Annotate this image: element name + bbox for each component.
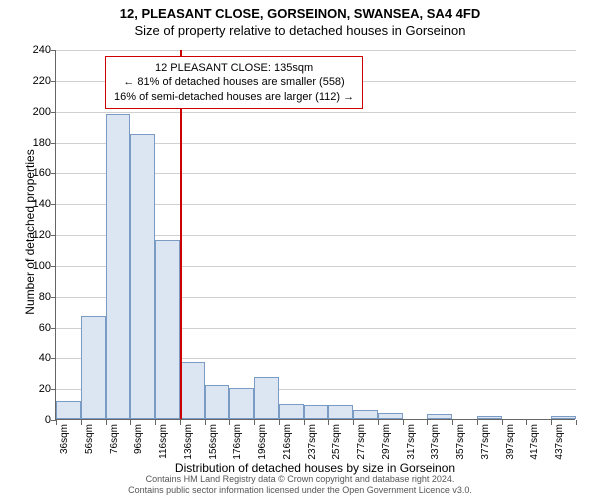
histogram-bar	[106, 114, 131, 419]
y-tick-mark	[51, 50, 56, 51]
y-tick-mark	[51, 81, 56, 82]
histogram-bar	[56, 401, 81, 420]
x-tick-mark	[180, 420, 181, 425]
x-tick-label: 377sqm	[480, 424, 491, 460]
x-tick-label: 357sqm	[455, 424, 466, 460]
x-tick-mark	[106, 420, 107, 425]
grid-line	[56, 50, 576, 51]
chart-subtitle: Size of property relative to detached ho…	[0, 21, 600, 38]
histogram-bar	[130, 134, 155, 419]
x-tick-label: 176sqm	[232, 424, 243, 460]
y-tick-label: 120	[21, 229, 51, 241]
x-tick-label: 196sqm	[257, 424, 268, 460]
x-tick-mark	[130, 420, 131, 425]
y-tick-label: 220	[21, 75, 51, 87]
x-tick-label: 337sqm	[430, 424, 441, 460]
y-tick-label: 0	[21, 414, 51, 426]
x-tick-label: 317sqm	[406, 424, 417, 460]
x-tick-mark	[477, 420, 478, 425]
y-tick-mark	[51, 235, 56, 236]
y-tick-label: 180	[21, 137, 51, 149]
x-tick-label: 397sqm	[505, 424, 516, 460]
x-axis-title: Distribution of detached houses by size …	[55, 461, 575, 475]
x-tick-mark	[254, 420, 255, 425]
x-tick-label: 136sqm	[183, 424, 194, 460]
histogram-bar	[81, 316, 106, 419]
y-tick-label: 100	[21, 260, 51, 272]
info-box-line2: ← 81% of detached houses are smaller (55…	[114, 75, 354, 89]
x-tick-label: 297sqm	[381, 424, 392, 460]
info-box-line1: 12 PLEASANT CLOSE: 135sqm	[114, 61, 354, 75]
x-tick-mark	[229, 420, 230, 425]
x-tick-mark	[279, 420, 280, 425]
x-tick-mark	[502, 420, 503, 425]
info-box-line3: 16% of semi-detached houses are larger (…	[114, 90, 354, 104]
y-tick-label: 160	[21, 167, 51, 179]
x-tick-label: 417sqm	[529, 424, 540, 460]
y-tick-label: 20	[21, 383, 51, 395]
histogram-bar	[279, 404, 304, 419]
y-tick-mark	[51, 358, 56, 359]
x-tick-label: 437sqm	[554, 424, 565, 460]
x-tick-mark	[205, 420, 206, 425]
x-tick-label: 257sqm	[331, 424, 342, 460]
x-tick-label: 56sqm	[84, 424, 95, 454]
x-tick-mark	[551, 420, 552, 425]
x-tick-label: 36sqm	[59, 424, 70, 454]
y-tick-label: 200	[21, 106, 51, 118]
y-tick-mark	[51, 297, 56, 298]
histogram-bar	[328, 405, 353, 419]
y-tick-label: 60	[21, 322, 51, 334]
y-tick-label: 80	[21, 291, 51, 303]
y-tick-mark	[51, 204, 56, 205]
chart-title-address: 12, PLEASANT CLOSE, GORSEINON, SWANSEA, …	[0, 0, 600, 21]
info-box: 12 PLEASANT CLOSE: 135sqm ← 81% of detac…	[105, 56, 363, 109]
x-tick-mark	[81, 420, 82, 425]
y-tick-label: 40	[21, 352, 51, 364]
histogram-bar	[427, 414, 452, 419]
histogram-bar	[353, 410, 378, 419]
footer: Contains HM Land Registry data © Crown c…	[0, 474, 600, 496]
histogram-bar	[254, 377, 279, 419]
x-tick-mark	[452, 420, 453, 425]
x-tick-label: 76sqm	[109, 424, 120, 454]
histogram-bar	[378, 413, 403, 419]
y-tick-label: 140	[21, 198, 51, 210]
x-tick-mark	[155, 420, 156, 425]
histogram-bar	[229, 388, 254, 419]
footer-line2: Contains public sector information licen…	[0, 485, 600, 496]
histogram-bar	[551, 416, 576, 419]
histogram-bar	[180, 362, 205, 419]
x-tick-mark	[353, 420, 354, 425]
x-tick-label: 96sqm	[133, 424, 144, 454]
histogram-bar	[477, 416, 502, 419]
y-tick-mark	[51, 389, 56, 390]
y-tick-label: 240	[21, 44, 51, 56]
y-tick-mark	[51, 143, 56, 144]
y-tick-mark	[51, 328, 56, 329]
y-tick-mark	[51, 173, 56, 174]
x-tick-mark	[328, 420, 329, 425]
x-tick-mark	[526, 420, 527, 425]
x-tick-mark	[427, 420, 428, 425]
x-tick-mark	[304, 420, 305, 425]
x-tick-label: 216sqm	[282, 424, 293, 460]
x-tick-mark	[576, 420, 577, 425]
x-tick-label: 237sqm	[307, 424, 318, 460]
x-tick-mark	[56, 420, 57, 425]
y-tick-mark	[51, 112, 56, 113]
y-tick-mark	[51, 266, 56, 267]
x-tick-label: 277sqm	[356, 424, 367, 460]
x-tick-mark	[403, 420, 404, 425]
x-tick-label: 156sqm	[208, 424, 219, 460]
histogram-bar	[304, 405, 329, 419]
grid-line	[56, 112, 576, 113]
x-tick-mark	[378, 420, 379, 425]
histogram-bar	[205, 385, 230, 419]
x-tick-label: 116sqm	[158, 424, 169, 459]
footer-line1: Contains HM Land Registry data © Crown c…	[0, 474, 600, 485]
histogram-bar	[155, 240, 180, 419]
chart-area: 36sqm56sqm76sqm96sqm116sqm136sqm156sqm17…	[55, 50, 575, 420]
